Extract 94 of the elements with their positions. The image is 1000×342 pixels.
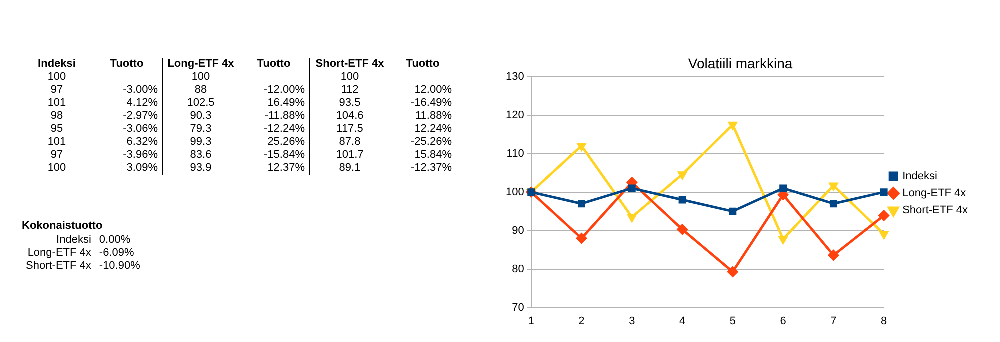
y-tick-label: 70 <box>512 302 524 314</box>
text: -2.97% <box>123 110 158 122</box>
point <box>628 214 636 222</box>
text: Tuotto <box>257 58 291 70</box>
text: 95 <box>50 123 64 135</box>
y-tick-label: 110 <box>506 148 524 160</box>
text: -3.00% <box>123 84 158 96</box>
point <box>677 224 688 235</box>
text: Long-ETF 4x <box>168 58 234 70</box>
text: 83.6 <box>190 149 212 161</box>
text: 100 <box>192 71 210 83</box>
text: 87.8 <box>339 136 361 148</box>
text: 98 <box>50 110 64 122</box>
x-tick-label: 4 <box>679 315 686 328</box>
point <box>728 266 738 278</box>
y-tick-label: 120 <box>506 109 524 122</box>
point <box>829 182 838 191</box>
text: 3.09% <box>126 162 158 174</box>
y-tick-label: 90 <box>512 224 524 237</box>
point <box>880 231 888 240</box>
y-tick-label: 130 <box>506 70 524 83</box>
text: 79.3 <box>190 123 212 135</box>
text: -6.09% <box>99 247 134 259</box>
text: 102.5 <box>187 97 215 109</box>
text: 101 <box>48 136 66 148</box>
x-tick-label: 5 <box>730 315 736 328</box>
text: 112 <box>341 84 359 96</box>
text: 97 <box>50 84 64 96</box>
point <box>880 188 888 196</box>
text: 25.26% <box>268 136 305 148</box>
x-tick-label: 2 <box>578 315 585 328</box>
text: 12.37% <box>268 162 305 174</box>
text: -12.24% <box>264 123 305 135</box>
text: 12.00% <box>414 84 452 96</box>
x-tick-label: 3 <box>629 315 636 328</box>
text: Short-ETF 4x <box>26 260 92 272</box>
text: 93.5 <box>339 97 361 109</box>
point <box>729 208 737 216</box>
text: 93.9 <box>190 162 212 174</box>
point <box>779 236 788 244</box>
text: -10.90% <box>99 260 140 272</box>
text: 100 <box>48 71 66 83</box>
text: -25.26% <box>411 136 452 148</box>
point <box>878 210 890 222</box>
text: -12.37% <box>411 162 452 174</box>
text: 117.5 <box>336 123 364 135</box>
text: 15.84% <box>414 149 452 161</box>
text: Indeksi <box>56 234 92 246</box>
legend-label: Short-ETF 4x <box>902 204 968 217</box>
y-tick-label: 80 <box>512 263 524 276</box>
text: -15.84% <box>264 149 305 161</box>
point <box>780 184 788 192</box>
point <box>678 196 686 204</box>
x-tick-label: 7 <box>830 315 837 328</box>
x-tick-label: 8 <box>881 315 888 328</box>
point <box>628 184 636 192</box>
text: 101 <box>48 97 66 109</box>
text: -3.06% <box>123 123 158 135</box>
point <box>830 200 838 208</box>
text: Kokonaistuotto <box>22 220 104 232</box>
text: 4.12% <box>126 97 158 109</box>
text: 97 <box>50 149 64 161</box>
text: Tuotto <box>406 58 440 70</box>
text: -11.88% <box>264 110 305 122</box>
text: -3.96% <box>123 149 158 161</box>
text: Tuotto <box>110 58 144 70</box>
text: -12.00% <box>264 84 305 96</box>
text: 100 <box>340 71 360 83</box>
legend-label: Long-ETF 4x <box>902 188 967 200</box>
text: 11.88% <box>416 110 452 122</box>
point <box>576 233 587 244</box>
text: Long-ETF 4x <box>28 247 92 259</box>
text: 16.49% <box>268 97 305 109</box>
x-tick-label: 6 <box>780 315 786 328</box>
text: 12.24% <box>414 123 452 135</box>
text: 101.7 <box>336 149 364 161</box>
text: 0.00% <box>99 234 131 246</box>
point <box>728 122 738 130</box>
text: 88 <box>194 84 208 96</box>
chart-title: Volatiili markkina <box>688 55 793 72</box>
point <box>828 250 839 261</box>
text: Indeksi <box>38 58 76 70</box>
text: 89.1 <box>339 162 361 174</box>
text: 90.3 <box>190 110 212 122</box>
text: 6.32% <box>126 136 158 148</box>
text: Short-ETF 4x <box>316 58 384 70</box>
text: 104.6 <box>336 110 364 122</box>
y-tick-label: 100 <box>506 186 524 198</box>
legend-label: Indeksi <box>902 170 938 183</box>
x-tick-label: 1 <box>528 315 534 328</box>
point <box>578 200 586 208</box>
text: -16.49% <box>411 97 452 109</box>
text: 100 <box>48 162 66 174</box>
text: 99.3 <box>190 136 212 148</box>
